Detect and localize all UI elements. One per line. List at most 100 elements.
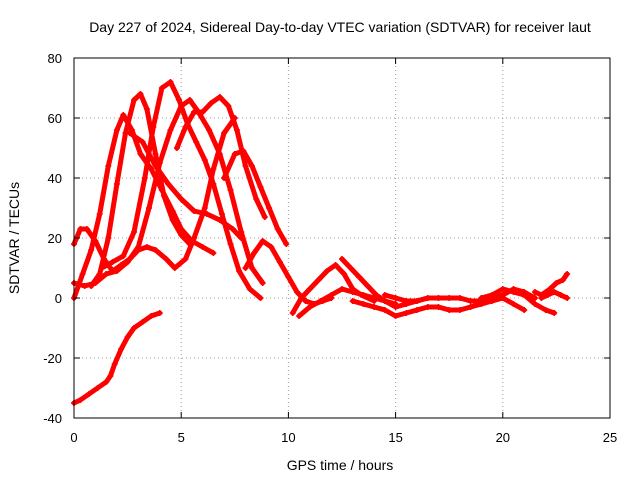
data-point [499, 292, 506, 298]
data-point [103, 271, 110, 277]
data-point [150, 124, 157, 130]
data-point [199, 109, 206, 115]
data-point [156, 310, 163, 316]
data-point [564, 295, 571, 301]
data-point [478, 295, 485, 301]
data-point [210, 181, 217, 187]
data-point [392, 313, 399, 319]
data-point [242, 265, 249, 271]
data-point [208, 100, 215, 106]
x-tick-label: 15 [388, 430, 402, 445]
data-point [456, 295, 463, 301]
data-point [510, 289, 517, 295]
data-point [148, 166, 155, 172]
data-point [403, 310, 410, 316]
series-arc-15 [478, 286, 558, 316]
x-axis-label: GPS time / hours [287, 457, 394, 473]
data-point [152, 163, 159, 169]
data-point [360, 292, 367, 298]
data-point [546, 286, 553, 292]
data-point [489, 292, 496, 298]
data-point [317, 298, 324, 304]
x-tick-label: 5 [178, 430, 185, 445]
data-point [227, 187, 234, 193]
data-point [113, 127, 120, 133]
data-point [137, 91, 144, 97]
data-point [531, 301, 538, 307]
data-point [105, 235, 112, 241]
data-point [328, 292, 335, 298]
data-point [210, 166, 217, 172]
series-arc-6 [126, 130, 245, 241]
data-point [143, 244, 150, 250]
data-point [229, 226, 236, 232]
data-point [510, 301, 517, 307]
series-line [99, 79, 263, 301]
data-point [118, 346, 125, 352]
series-arc-14 [381, 286, 538, 304]
data-point [186, 241, 193, 247]
y-axis-label: SDTVAR / TECUs [6, 182, 22, 294]
data-point [414, 307, 421, 313]
data-point [257, 295, 264, 301]
series-arc-18 [71, 310, 163, 406]
data-point [323, 268, 330, 274]
data-point [356, 274, 363, 280]
data-point [173, 145, 180, 151]
data-point [339, 256, 345, 262]
data-series [71, 79, 571, 406]
series-line [478, 286, 557, 316]
data-point [531, 289, 538, 295]
data-point [341, 271, 348, 277]
data-point [163, 256, 170, 262]
data-point [206, 127, 213, 133]
data-point [216, 217, 223, 223]
data-point [296, 313, 303, 319]
data-point [182, 124, 189, 130]
axis-ticks: 0 5 10 15 20 25 -40 -20 0 20 40 60 80 [43, 51, 617, 445]
chart-title: Day 227 of 2024, Sidereal Day-to-day VTE… [89, 19, 591, 35]
data-point [289, 310, 296, 316]
series-line [127, 130, 244, 241]
data-point [156, 160, 163, 166]
data-point [381, 307, 388, 313]
data-point [139, 139, 146, 145]
data-point [542, 307, 549, 313]
data-point [544, 292, 551, 298]
data-point [96, 211, 103, 217]
data-point [302, 298, 309, 304]
data-point [191, 109, 198, 115]
data-point [298, 295, 305, 301]
data-point [131, 325, 138, 331]
data-point [103, 379, 110, 385]
data-point [152, 151, 159, 157]
data-point [131, 229, 138, 235]
data-point [210, 250, 217, 256]
data-point [191, 208, 198, 214]
data-point [531, 295, 538, 301]
data-point [124, 334, 131, 340]
x-tick-label: 25 [603, 430, 617, 445]
data-point [315, 277, 322, 283]
y-tick-label: -20 [43, 351, 62, 366]
data-point [126, 130, 133, 136]
data-point [276, 259, 283, 265]
data-point [266, 205, 273, 211]
data-point [86, 391, 93, 397]
data-point [233, 127, 240, 133]
data-point [381, 292, 388, 298]
data-point [521, 292, 528, 298]
data-point [268, 244, 275, 250]
data-point [347, 265, 354, 271]
data-point [246, 286, 253, 292]
data-point [231, 151, 238, 157]
data-point [131, 97, 138, 103]
data-point [293, 289, 300, 295]
data-point [360, 301, 367, 307]
data-point [137, 151, 144, 157]
data-point [113, 181, 120, 187]
data-point [553, 280, 560, 286]
data-point [79, 271, 86, 277]
data-point [435, 295, 442, 301]
